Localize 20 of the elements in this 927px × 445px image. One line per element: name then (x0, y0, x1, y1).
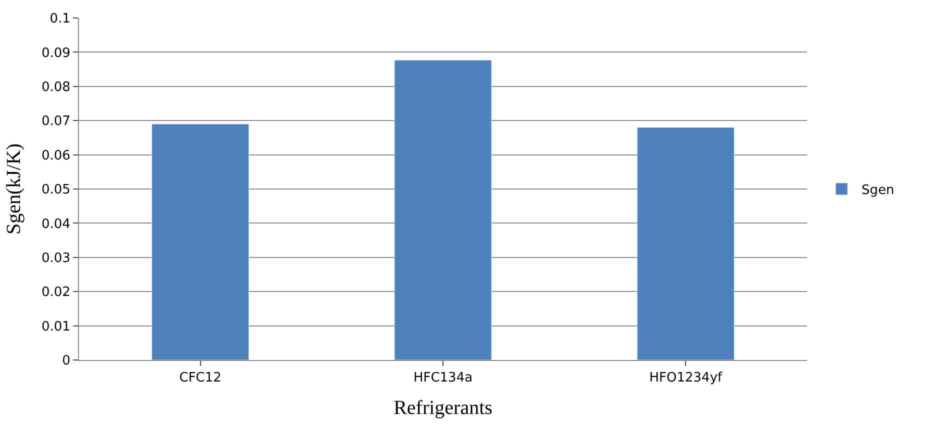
y-tick-label: 0.03 (41, 250, 70, 266)
bar (152, 124, 250, 360)
y-tick-label: 0.01 (41, 319, 70, 334)
y-tick-label: 0.06 (41, 148, 70, 164)
x-axis-title: Refrigerants (394, 397, 493, 420)
legend-label: Sgen (862, 183, 894, 198)
y-axis-title: Sgen(kJ/K) (2, 143, 25, 235)
y-tick-label: 0.1 (50, 12, 70, 27)
y-tick-label: 0 (62, 354, 70, 369)
y-tick-label: 0.02 (41, 285, 70, 300)
y-tick-label: 0.07 (41, 114, 70, 130)
bar (636, 127, 734, 360)
y-tick-label: 0.05 (41, 182, 70, 198)
y-tick-label: 0.04 (41, 216, 70, 232)
x-tick-label: HFO1234yf (649, 370, 723, 386)
y-tick-label: 0.08 (41, 80, 70, 95)
bar (394, 60, 492, 360)
y-tick-label: 0.09 (41, 46, 70, 61)
x-tick-label: HFC134a (413, 370, 473, 386)
x-tick-label: CFC12 (179, 370, 222, 386)
